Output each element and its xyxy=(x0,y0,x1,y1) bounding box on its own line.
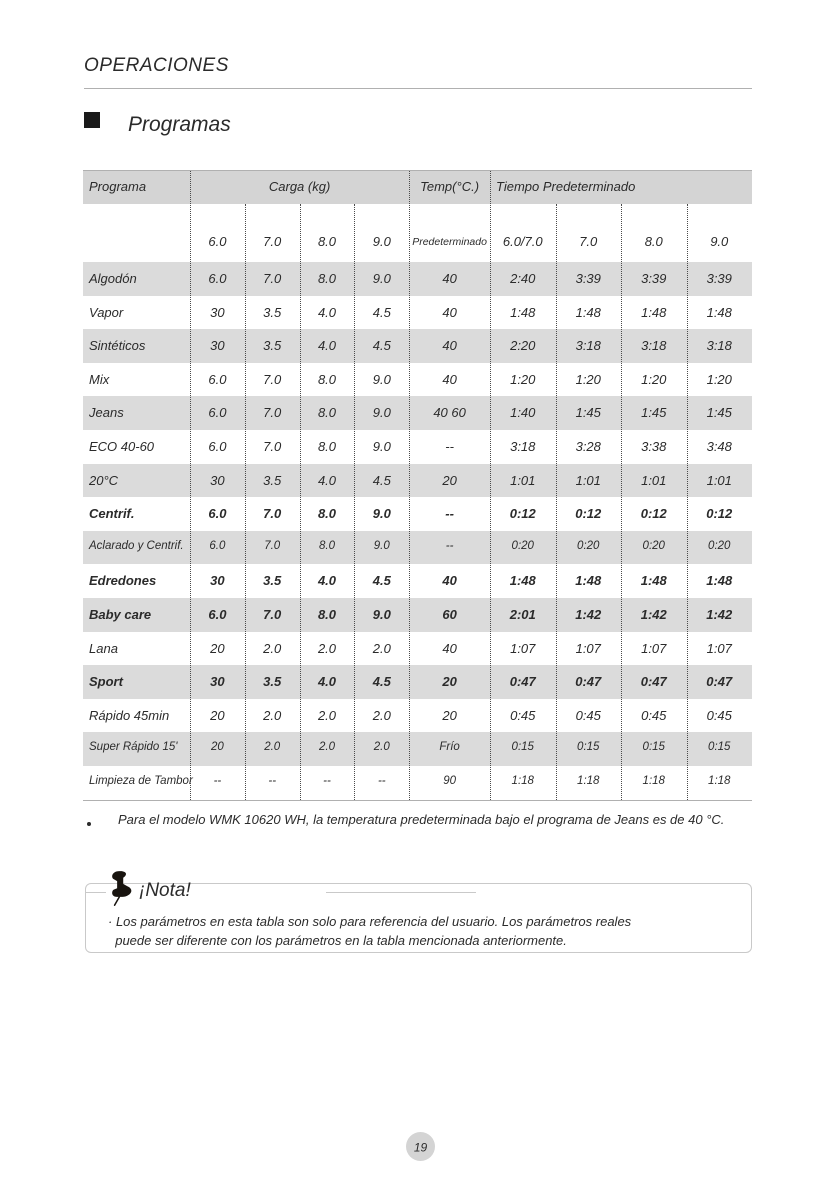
svg-text:19: 19 xyxy=(414,1141,428,1155)
